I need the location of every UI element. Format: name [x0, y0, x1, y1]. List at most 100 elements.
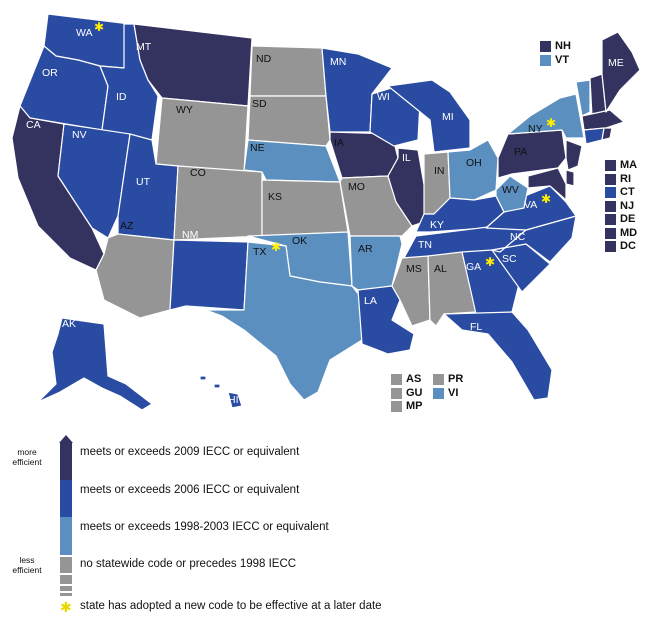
legend-star-note: state has adopted a new code to be effec…	[80, 600, 382, 612]
state-NM[interactable]	[169, 239, 249, 311]
label-MN: MN	[330, 56, 346, 68]
state-NY[interactable]	[507, 93, 585, 139]
key-swatch-NJ	[605, 200, 616, 212]
legend-item-2009: meets or exceeds 2009 IECC or equivalent	[80, 446, 300, 458]
state-ME[interactable]	[601, 31, 641, 113]
label-CA: CA	[26, 119, 41, 131]
key-label-VI: VI	[448, 386, 459, 399]
label-ND: ND	[256, 53, 272, 65]
key-label-DC: DC	[620, 240, 636, 252]
label-ID: ID	[116, 91, 127, 103]
legend-item-none: no statewide code or precedes 1998 IECC	[80, 558, 297, 570]
star-icon-VA: ✱	[541, 192, 551, 206]
state-NJ[interactable]	[565, 139, 583, 171]
state-HI[interactable]	[227, 391, 243, 409]
key-swatch-GU	[391, 387, 402, 399]
label-PA: PA	[514, 146, 527, 158]
label-WI: WI	[377, 91, 390, 103]
state-AK[interactable]	[37, 317, 153, 411]
key-label-RI: RI	[620, 172, 631, 185]
state-SD[interactable]	[247, 95, 331, 147]
key-label-VT: VT	[555, 54, 570, 66]
key-swatch-DE	[605, 214, 616, 225]
legend: more efficient less efficient meets or e…	[0, 430, 650, 627]
legend-item-2006: meets or exceeds 2006 IECC or equivalent	[80, 484, 300, 496]
key-swatch-CT	[605, 187, 616, 198]
label-AZ: AZ	[120, 220, 134, 232]
label-MO: MO	[348, 181, 365, 193]
label-AK: AK	[62, 318, 76, 330]
key-label-PR: PR	[448, 373, 464, 385]
legend-bar-none-2	[60, 575, 72, 584]
label-AR: AR	[358, 243, 373, 255]
label-OR: OR	[42, 67, 58, 79]
state-WY[interactable]	[155, 97, 249, 173]
key-label-NH: NH	[555, 40, 571, 52]
label-KS: KS	[268, 191, 282, 203]
label-SD: SD	[252, 98, 267, 110]
label-TN: TN	[418, 239, 432, 251]
label-ME: ME	[608, 57, 624, 69]
key-swatch-PR	[433, 374, 444, 385]
legend-bar-none-1	[60, 557, 72, 573]
star-icon-WA: ✱	[94, 20, 104, 34]
label-NE: NE	[250, 142, 265, 154]
us-map: WA OR CA ID NV MT WY UT AZ CO NM ND SD N…	[11, 13, 641, 411]
more-efficient-label: more efficient	[12, 447, 42, 467]
label-OH: OH	[466, 157, 482, 169]
key-swatch-NH	[540, 41, 551, 52]
label-IA: IA	[334, 137, 344, 149]
label-VA: VA	[524, 199, 537, 211]
state-KS[interactable]	[261, 179, 349, 237]
star-icon-NY: ✱	[546, 116, 556, 130]
state-MD[interactable]	[527, 167, 567, 201]
label-GA: GA	[466, 261, 481, 273]
label-NC: NC	[510, 231, 526, 243]
key-label-NJ: NJ	[620, 199, 635, 212]
state-HI-c	[199, 375, 207, 381]
state-VT[interactable]	[575, 79, 591, 117]
key-swatch-MA	[605, 160, 616, 171]
state-MI[interactable]	[387, 79, 471, 153]
label-MS: MS	[406, 263, 422, 275]
label-HI: HI	[228, 394, 239, 406]
key-label-MD: MD	[620, 226, 638, 239]
label-NM: NM	[182, 229, 198, 241]
key-label-MA: MA	[620, 159, 638, 171]
label-FL: FL	[470, 321, 482, 333]
label-WY: WY	[176, 104, 193, 116]
label-TX: TX	[253, 246, 266, 258]
state-FL[interactable]	[443, 311, 553, 401]
key-swatch-MP	[391, 401, 402, 412]
key-label-CT: CT	[620, 186, 635, 198]
state-DE[interactable]	[565, 169, 575, 187]
legend-bar-none-3	[60, 586, 72, 591]
state-CT[interactable]	[583, 127, 605, 145]
less-efficient-label: less efficient	[12, 555, 42, 575]
legend-bar-2006	[60, 480, 72, 517]
key-label-MP: MP	[406, 400, 423, 412]
label-IL: IL	[402, 152, 411, 164]
label-UT: UT	[136, 176, 151, 188]
label-WV: WV	[502, 184, 519, 196]
label-CO: CO	[190, 167, 206, 179]
state-TX[interactable]	[205, 241, 363, 401]
legend-bar-1998	[60, 517, 72, 555]
key-swatch-VI	[433, 387, 444, 399]
label-KY: KY	[430, 219, 444, 231]
label-WA: WA	[76, 27, 93, 39]
star-icon-GA: ✱	[485, 255, 495, 269]
key-swatch-RI	[605, 173, 616, 185]
label-IN: IN	[434, 165, 445, 177]
legend-item-1998: meets or exceeds 1998-2003 IECC or equiv…	[80, 521, 329, 533]
label-OK: OK	[292, 235, 307, 247]
state-AZ[interactable]	[95, 233, 175, 319]
state-WV[interactable]	[495, 175, 529, 213]
state-IL[interactable]	[387, 147, 427, 227]
key-label-GU: GU	[406, 386, 423, 399]
label-AL: AL	[434, 263, 447, 275]
key-swatch-AS	[391, 374, 402, 385]
key-label-AS: AS	[406, 373, 422, 385]
legend-bar-none-4	[60, 593, 72, 596]
state-RI[interactable]	[601, 127, 613, 141]
